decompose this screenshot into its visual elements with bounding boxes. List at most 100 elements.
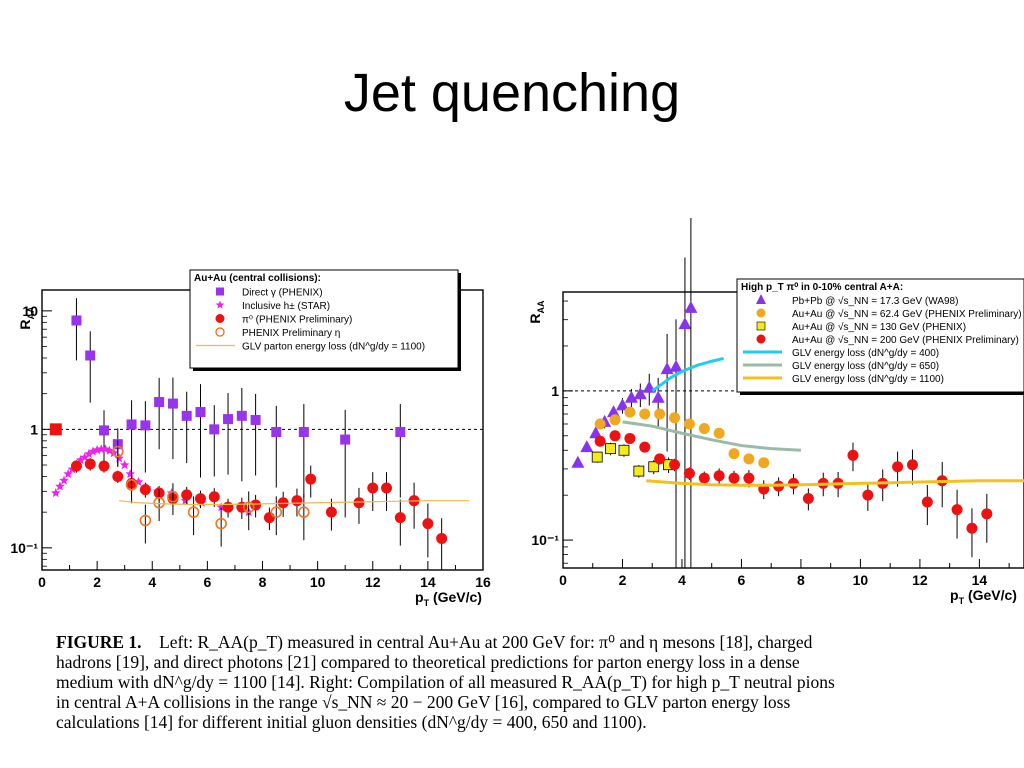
- x-tick-label: 0: [38, 574, 46, 590]
- y-axis-label-main: R: [17, 319, 33, 329]
- legend-entry-label: GLV energy loss (dN^g/dy = 400): [792, 348, 939, 359]
- caption-line-3: medium with dN^g/dy = 1100 [14]. Right: …: [56, 672, 835, 692]
- data-point: [906, 459, 918, 471]
- legend-marker: [756, 294, 766, 304]
- data-point: [298, 506, 310, 518]
- legend-entry-label: Au+Au @ √s_NN = 200 GeV (PHENIX Prelimin…: [792, 334, 1019, 346]
- data-point: [698, 472, 710, 484]
- data-point: [594, 418, 606, 430]
- data-point: [187, 506, 200, 518]
- data-point: [99, 425, 110, 436]
- data-point: [75, 455, 86, 465]
- data-point: [669, 359, 683, 372]
- slide-title: Jet quenching: [343, 63, 681, 123]
- data-point: [591, 451, 603, 463]
- y-tick-label: 1: [30, 421, 38, 437]
- data-point: [140, 420, 151, 431]
- data-point: [713, 427, 725, 439]
- series-4: [111, 440, 310, 547]
- x-tick-label: 10: [310, 574, 326, 590]
- x-axis-label-unit: (GeV/c): [964, 587, 1017, 603]
- data-point: [153, 496, 165, 509]
- data-point: [222, 501, 234, 513]
- x-axis-label-main: p: [415, 589, 424, 605]
- series-4: [594, 430, 993, 558]
- y-tick-label: 1: [551, 383, 559, 399]
- theory-curve: [646, 479, 1024, 487]
- data-point: [181, 410, 192, 421]
- data-point: [195, 407, 206, 418]
- series-5: [651, 356, 724, 393]
- legend-entry-label: PHENIX Preliminary η: [242, 328, 340, 339]
- x-tick-label: 12: [912, 572, 928, 588]
- data-point: [669, 459, 681, 471]
- x-tick-label: 4: [678, 572, 686, 588]
- data-point: [167, 398, 178, 409]
- series-6: [622, 420, 802, 452]
- normalization-error-box: [49, 423, 62, 436]
- data-point: [63, 469, 73, 478]
- data-point: [589, 426, 603, 439]
- data-point: [758, 457, 770, 469]
- x-tick-label: 14: [972, 572, 988, 588]
- x-tick-label: 6: [203, 574, 211, 590]
- legend-entry-label: Inclusive h± (STAR): [242, 301, 330, 312]
- data-point: [215, 517, 227, 530]
- data-point: [654, 453, 666, 465]
- data-point: [125, 479, 138, 491]
- data-point: [59, 475, 69, 485]
- data-point: [367, 482, 379, 494]
- data-point: [70, 460, 82, 472]
- y-tick-label: 10⁻¹: [531, 532, 559, 548]
- data-point: [51, 488, 61, 498]
- data-point: [624, 406, 636, 418]
- data-point: [84, 448, 94, 458]
- x-axis-label: pT (GeV/c): [415, 589, 482, 608]
- x-axis-label-sub: T: [959, 596, 965, 606]
- legend-entry-label: Au+Au @ √s_NN = 62.4 GeV (PHENIX Prelimi…: [792, 308, 1022, 320]
- data-point: [684, 300, 698, 313]
- data-point: [654, 408, 666, 420]
- data-point: [139, 514, 152, 527]
- x-axis-label-main: p: [950, 587, 959, 603]
- x-tick-label: 2: [93, 574, 101, 590]
- data-point: [651, 390, 665, 403]
- data-point: [605, 443, 616, 455]
- figure-caption: FIGURE 1. Left: R_AA(p_T) measured in ce…: [56, 632, 986, 732]
- data-point: [633, 387, 647, 400]
- data-point: [698, 422, 710, 434]
- data-point: [298, 426, 309, 437]
- legend-title: Au+Au (central collisions):: [194, 273, 321, 284]
- x-tick-label: 2: [619, 572, 627, 588]
- x-axis-label-unit: (GeV/c): [429, 589, 482, 605]
- legend-box: [736, 278, 1024, 393]
- data-point: [615, 398, 629, 411]
- data-point: [98, 460, 110, 472]
- x-tick-label: 16: [475, 574, 491, 590]
- y-axis-label-sub: AA: [26, 306, 36, 319]
- x-tick-label: 0: [559, 572, 567, 588]
- y-axis-label: RAA: [527, 300, 546, 324]
- data-point: [119, 460, 130, 470]
- data-point: [271, 426, 282, 437]
- x-axis-label-sub: T: [424, 598, 430, 608]
- x-tick-label: 8: [797, 572, 805, 588]
- data-point: [618, 444, 630, 456]
- data-point: [209, 424, 220, 435]
- legend-marker: [756, 308, 766, 318]
- x-tick-label: 6: [738, 572, 746, 588]
- y-axis-label: RAA: [17, 306, 36, 330]
- data-point: [194, 493, 206, 505]
- legend-entry-label: π⁰ (PHENIX Preliminary): [242, 315, 352, 326]
- data-point: [88, 446, 98, 456]
- data-point: [669, 412, 681, 424]
- data-point: [678, 317, 692, 330]
- legend-entry-label: Pb+Pb @ √s_NN = 17.3 GeV (WA98): [792, 295, 958, 307]
- series-3: [70, 458, 448, 570]
- data-point: [263, 512, 275, 524]
- data-point: [84, 458, 96, 470]
- data-point: [340, 434, 351, 445]
- data-point: [683, 418, 695, 430]
- data-point: [394, 512, 406, 524]
